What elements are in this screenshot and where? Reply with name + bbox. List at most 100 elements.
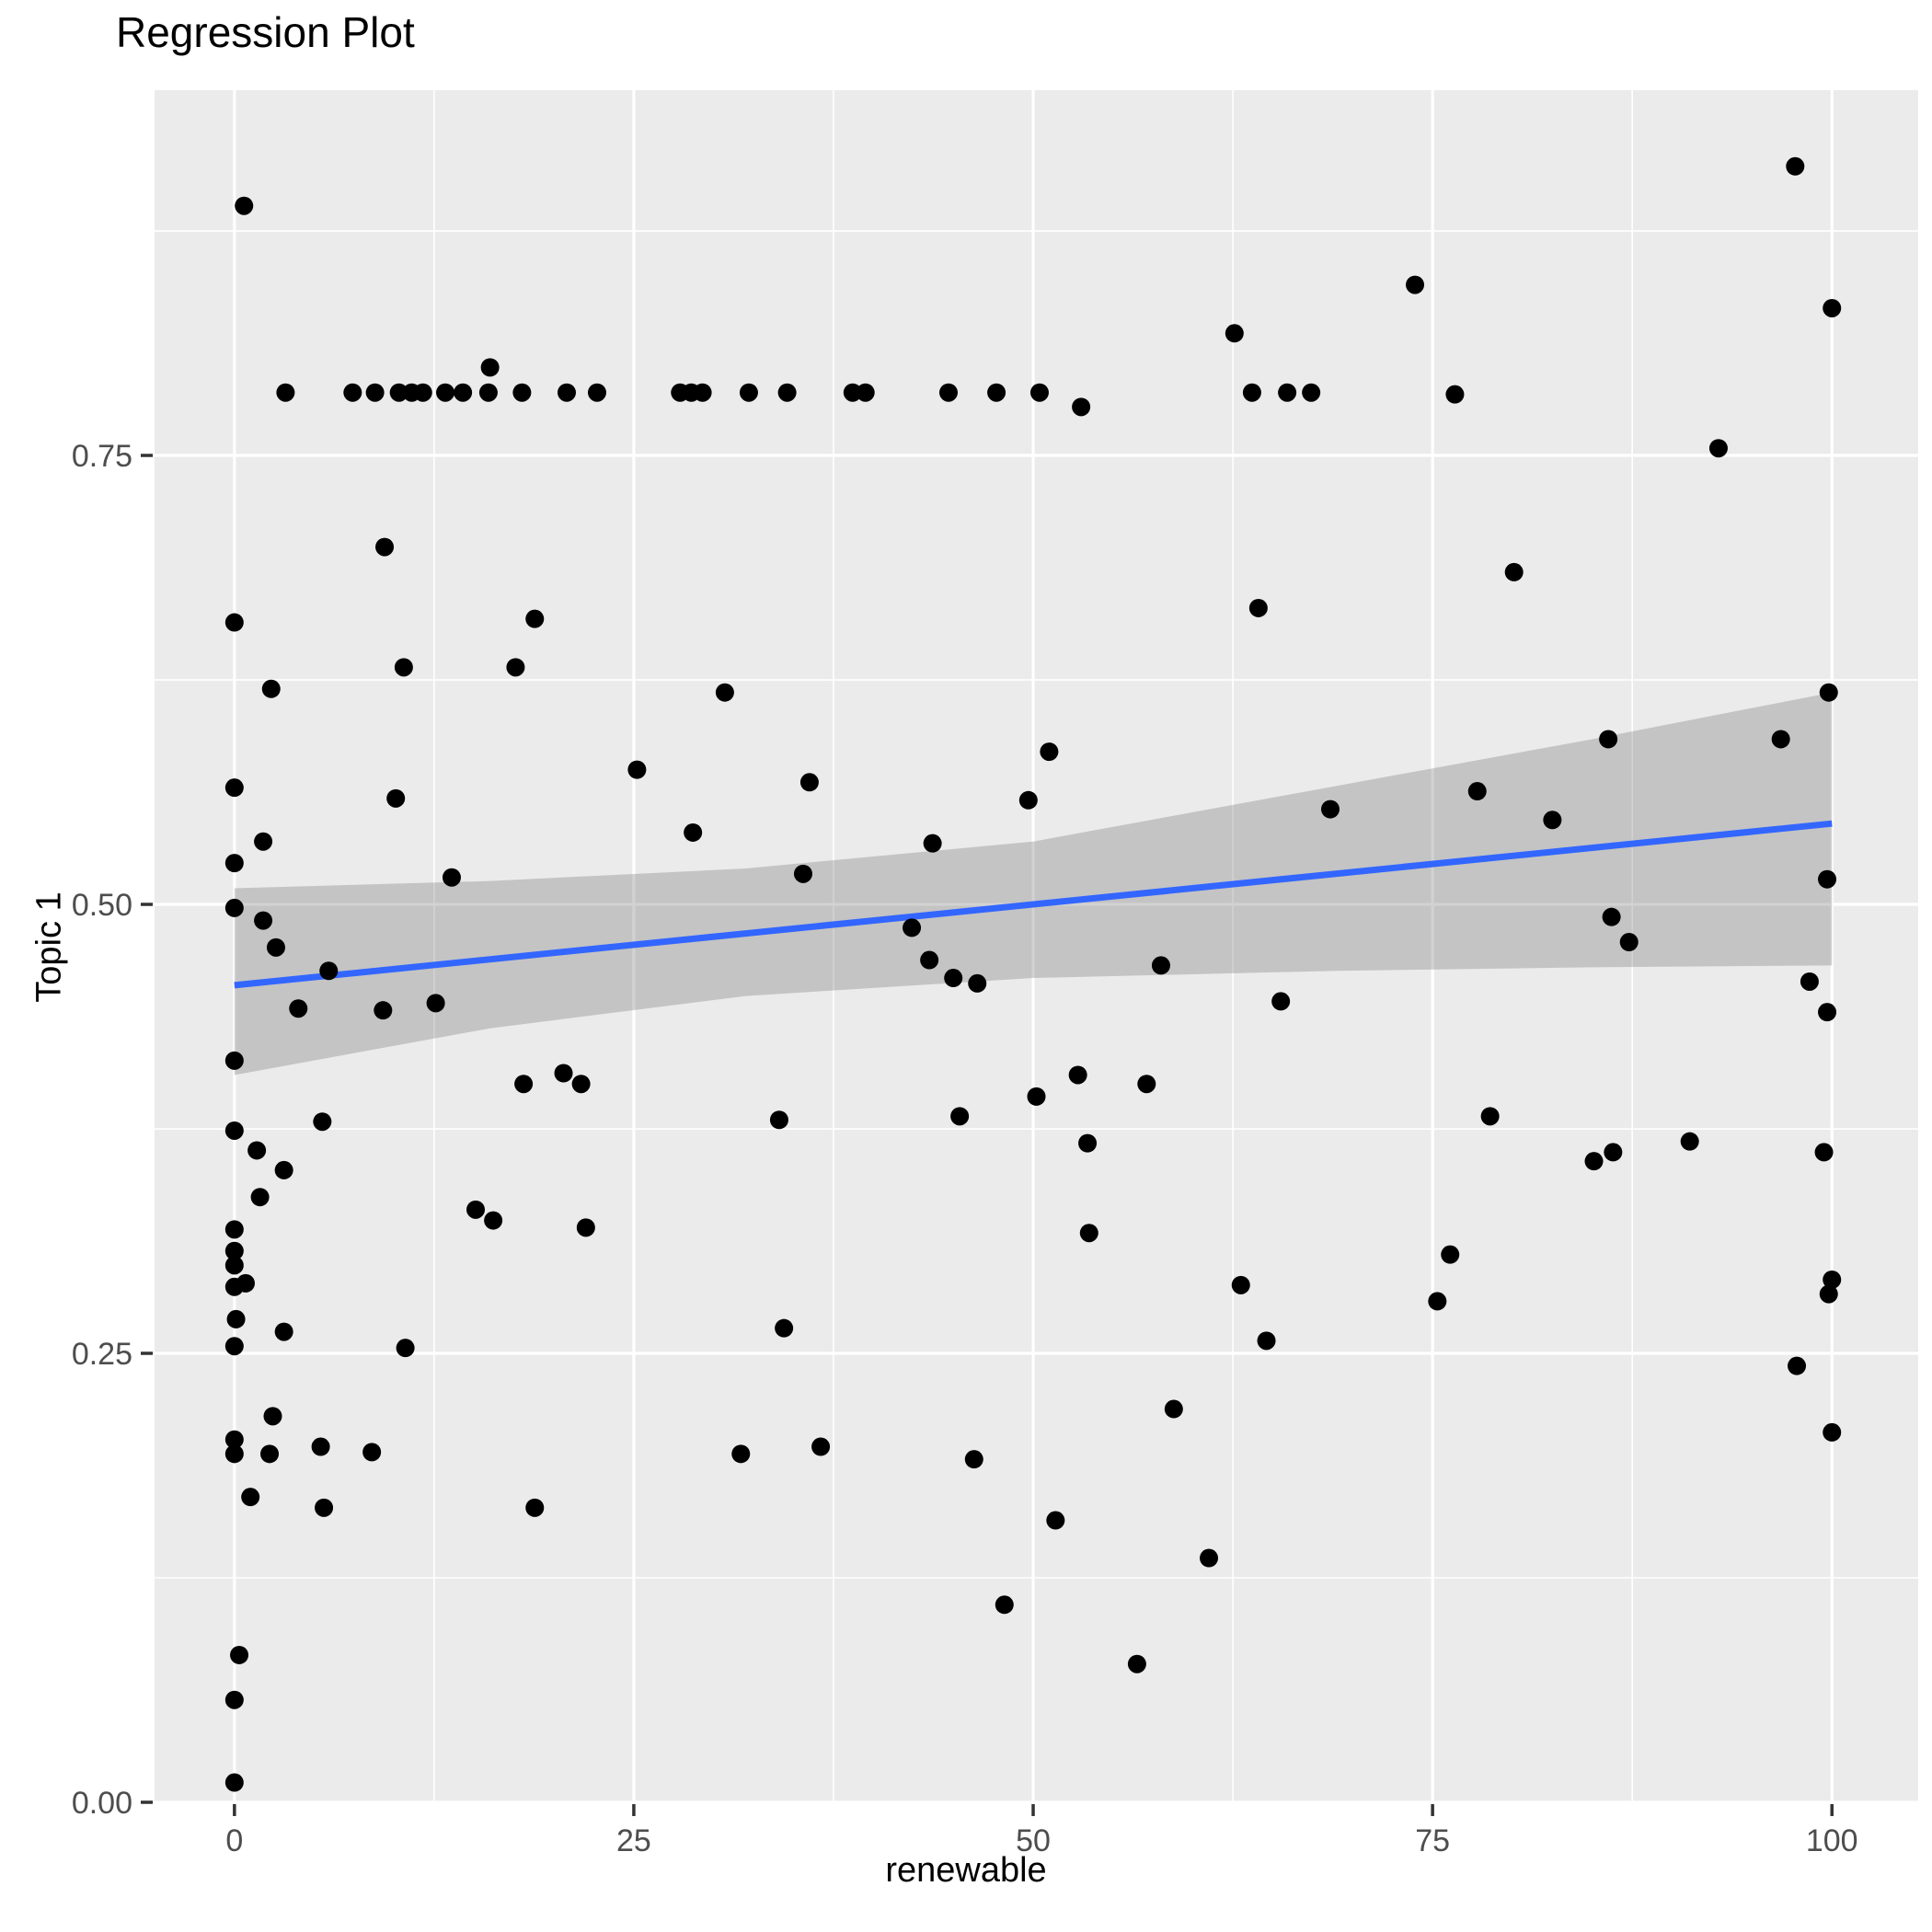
data-point xyxy=(1788,1356,1807,1375)
data-point xyxy=(525,609,545,628)
regression-line xyxy=(234,820,1833,989)
data-point xyxy=(1040,742,1059,762)
data-point xyxy=(1137,1075,1156,1094)
x-tick-label: 75 xyxy=(1415,1823,1450,1858)
data-point xyxy=(274,1322,293,1341)
data-point xyxy=(224,1051,244,1070)
data-point xyxy=(241,1488,260,1507)
data-point xyxy=(1708,439,1728,458)
data-point xyxy=(506,658,525,677)
data-point xyxy=(968,973,987,993)
data-point xyxy=(811,1437,831,1456)
data-point xyxy=(739,383,758,402)
data-point xyxy=(263,1407,282,1426)
data-point xyxy=(224,1337,244,1356)
data-point xyxy=(1072,397,1091,417)
data-point xyxy=(436,383,455,402)
y-tick-label: 0.00 xyxy=(72,1786,132,1821)
data-point xyxy=(1302,383,1321,402)
data-point xyxy=(944,969,963,988)
data-point xyxy=(1278,383,1297,402)
data-point xyxy=(1271,992,1291,1011)
data-point xyxy=(684,822,703,842)
data-point xyxy=(1818,869,1837,889)
data-point xyxy=(311,1437,330,1456)
data-point xyxy=(230,1645,249,1664)
data-point xyxy=(775,1318,794,1338)
data-point xyxy=(374,1001,393,1020)
data-point xyxy=(224,778,244,798)
data-point xyxy=(1257,1331,1276,1351)
data-point xyxy=(386,788,406,808)
data-point xyxy=(1823,1422,1842,1442)
data-point xyxy=(250,1188,270,1207)
data-point xyxy=(365,383,385,402)
data-point xyxy=(224,1690,244,1709)
data-point xyxy=(1321,799,1340,819)
data-point xyxy=(923,834,942,853)
x-tick-label: 100 xyxy=(1806,1823,1858,1858)
data-point xyxy=(1800,972,1819,991)
data-point xyxy=(987,383,1006,402)
data-point xyxy=(226,1309,246,1328)
data-point xyxy=(478,383,498,402)
data-point xyxy=(995,1595,1014,1615)
data-point xyxy=(1248,598,1268,617)
data-point xyxy=(571,1075,591,1094)
data-point xyxy=(557,383,576,402)
data-point xyxy=(1823,1270,1842,1289)
data-point xyxy=(1018,790,1038,810)
data-point xyxy=(777,383,797,402)
data-point xyxy=(769,1110,788,1130)
data-point xyxy=(1604,1143,1623,1162)
data-point xyxy=(224,1241,244,1260)
data-point xyxy=(261,679,281,698)
data-point xyxy=(1823,298,1842,317)
data-point xyxy=(1680,1132,1699,1151)
data-point xyxy=(276,383,295,402)
data-point xyxy=(1619,933,1639,952)
data-point xyxy=(1151,956,1170,975)
data-point xyxy=(375,537,395,557)
data-point xyxy=(1078,1133,1098,1153)
data-point xyxy=(1225,324,1244,343)
data-point xyxy=(1814,1143,1834,1162)
data-point xyxy=(1819,1284,1838,1304)
data-point xyxy=(1599,730,1618,749)
x-tick-label: 25 xyxy=(616,1823,651,1858)
data-point xyxy=(224,613,244,632)
data-point xyxy=(389,383,408,402)
data-point xyxy=(938,383,958,402)
data-point xyxy=(693,383,712,402)
data-point xyxy=(247,1141,267,1160)
data-point xyxy=(856,383,875,402)
data-point xyxy=(224,1444,244,1464)
data-point xyxy=(512,383,532,402)
data-point xyxy=(1231,1275,1250,1294)
data-point xyxy=(587,383,606,402)
data-point xyxy=(525,1498,545,1517)
data-point xyxy=(1406,275,1425,294)
data-point xyxy=(1242,383,1261,402)
data-point xyxy=(224,898,244,917)
data-point xyxy=(627,760,647,779)
data-point xyxy=(1029,383,1049,402)
data-point xyxy=(454,383,473,402)
data-point xyxy=(715,683,734,702)
data-point xyxy=(514,1075,534,1094)
page-title: Regression Plot xyxy=(116,8,415,56)
data-point xyxy=(224,1773,244,1792)
data-point xyxy=(1164,1399,1183,1419)
x-axis-title: renewable xyxy=(885,1851,1047,1890)
y-tick-label: 0.50 xyxy=(72,888,132,923)
data-point xyxy=(224,1430,244,1449)
data-point xyxy=(903,918,922,937)
data-point xyxy=(319,961,339,981)
data-point xyxy=(920,950,939,970)
data-point xyxy=(315,1498,334,1517)
x-tick-label: 0 xyxy=(225,1823,243,1858)
data-point xyxy=(1068,1065,1087,1085)
data-point xyxy=(413,383,432,402)
data-point xyxy=(1771,730,1790,749)
